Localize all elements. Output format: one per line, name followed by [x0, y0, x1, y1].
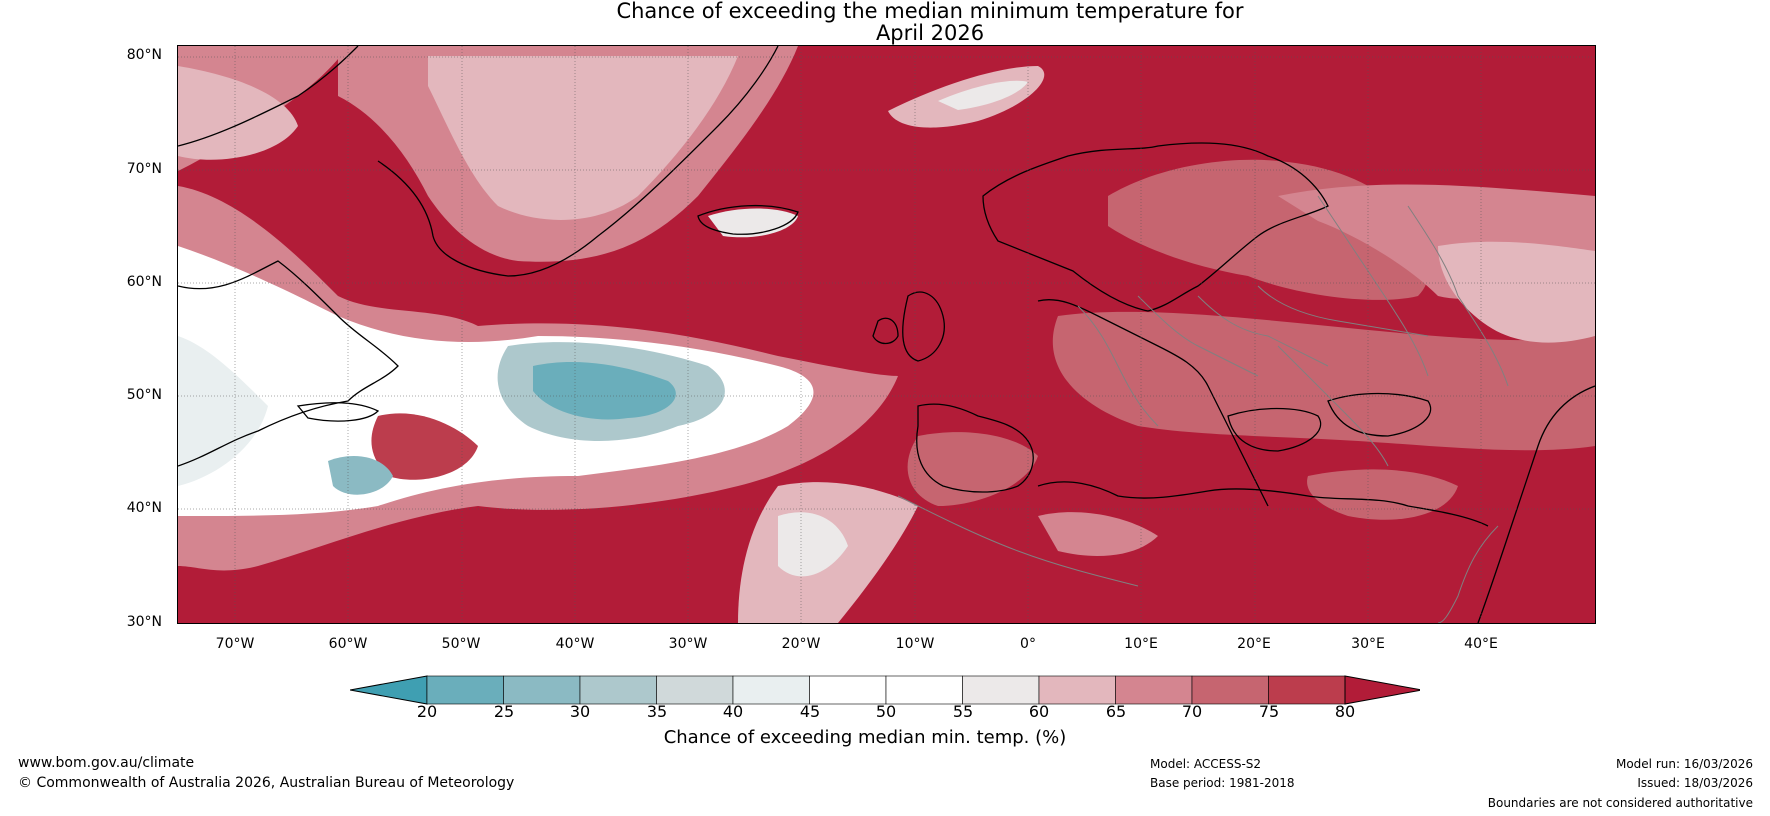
colorbar-segment-20-25 [427, 676, 504, 704]
lat-label-40n: 40°N [100, 500, 162, 516]
lat-label-80n: 80°N [100, 47, 162, 63]
footer-issued: Issued: 18/03/2026 [1637, 776, 1753, 790]
colorbar-tick-20: 20 [402, 703, 452, 721]
colorbar-segment-65-70 [1116, 676, 1193, 704]
colorbar-tick-80: 80 [1320, 703, 1370, 721]
footer-model: Model: ACCESS-S2 [1150, 757, 1261, 771]
colorbar-tick-25: 25 [479, 703, 529, 721]
colorbar-tick-40: 40 [708, 703, 758, 721]
lon-label-30w: 30°W [648, 636, 728, 652]
footer-website[interactable]: www.bom.gov.au/climate [18, 755, 194, 771]
lat-label-50n: 50°N [100, 387, 162, 403]
colorbar-segment-45-50 [810, 676, 887, 704]
colorbar-tick-45: 45 [785, 703, 835, 721]
lon-label-10w: 10°W [875, 636, 955, 652]
colorbar-tick-35: 35 [632, 703, 682, 721]
colorbar-tick-70: 70 [1167, 703, 1217, 721]
lat-label-70n: 70°N [100, 161, 162, 177]
colorbar-tick-55: 55 [938, 703, 988, 721]
forecast-map-canvas [178, 46, 1595, 623]
colorbar-segment-30-35 [580, 676, 657, 704]
colorbar-segment-60-65 [1039, 676, 1116, 704]
colorbar-label: Chance of exceeding median min. temp. (%… [600, 728, 1130, 748]
colorbar-segment-50-55 [886, 676, 963, 704]
colorbar-segment-40-45 [733, 676, 810, 704]
lon-label-20e: 20°E [1214, 636, 1294, 652]
lon-label-30e: 30°E [1328, 636, 1408, 652]
colorbar-extend-low [350, 676, 427, 704]
colorbar-tick-60: 60 [1014, 703, 1064, 721]
footer-base-period: Base period: 1981-2018 [1150, 776, 1295, 790]
map-title-line-1: Chance of exceeding the median minimum t… [0, 0, 1770, 23]
colorbar-segment-75-80 [1269, 676, 1346, 704]
colorbar-segment-55-60 [963, 676, 1040, 704]
colorbar-segment-35-40 [657, 676, 734, 704]
colorbar-segment-70-75 [1192, 676, 1269, 704]
lon-label-20w: 20°W [761, 636, 841, 652]
forecast-map[interactable] [177, 45, 1596, 624]
colorbar-tick-50: 50 [861, 703, 911, 721]
colorbar-tick-65: 65 [1091, 703, 1141, 721]
footer-model-run: Model run: 16/03/2026 [1616, 757, 1753, 771]
map-title-line-2: April 2026 [0, 22, 1770, 45]
colorbar-segment-25-30 [504, 676, 581, 704]
lon-label-60w: 60°W [308, 636, 388, 652]
colorbar-segments [350, 676, 1420, 704]
lon-label-50w: 50°W [421, 636, 501, 652]
lon-label-70w: 70°W [195, 636, 275, 652]
colorbar-extend-high [1345, 676, 1420, 704]
lon-label-40e: 40°E [1441, 636, 1521, 652]
lat-label-30n: 30°N [100, 614, 162, 630]
lon-label-40w: 40°W [535, 636, 615, 652]
lon-label-0: 0° [988, 636, 1068, 652]
footer-copyright: © Commonwealth of Australia 2026, Austra… [18, 775, 514, 791]
lat-label-60n: 60°N [100, 274, 162, 290]
lon-label-10e: 10°E [1101, 636, 1181, 652]
footer-disclaimer: Boundaries are not considered authoritat… [1488, 796, 1753, 810]
colorbar-tick-30: 30 [555, 703, 605, 721]
colorbar-tick-75: 75 [1244, 703, 1294, 721]
